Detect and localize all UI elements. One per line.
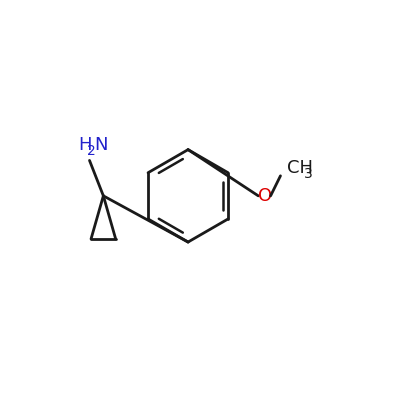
Text: 2: 2 — [87, 144, 96, 158]
Text: H: H — [79, 136, 92, 154]
Text: N: N — [95, 136, 108, 154]
Text: CH: CH — [287, 159, 313, 177]
Text: O: O — [258, 187, 272, 205]
Text: 3: 3 — [304, 167, 312, 181]
